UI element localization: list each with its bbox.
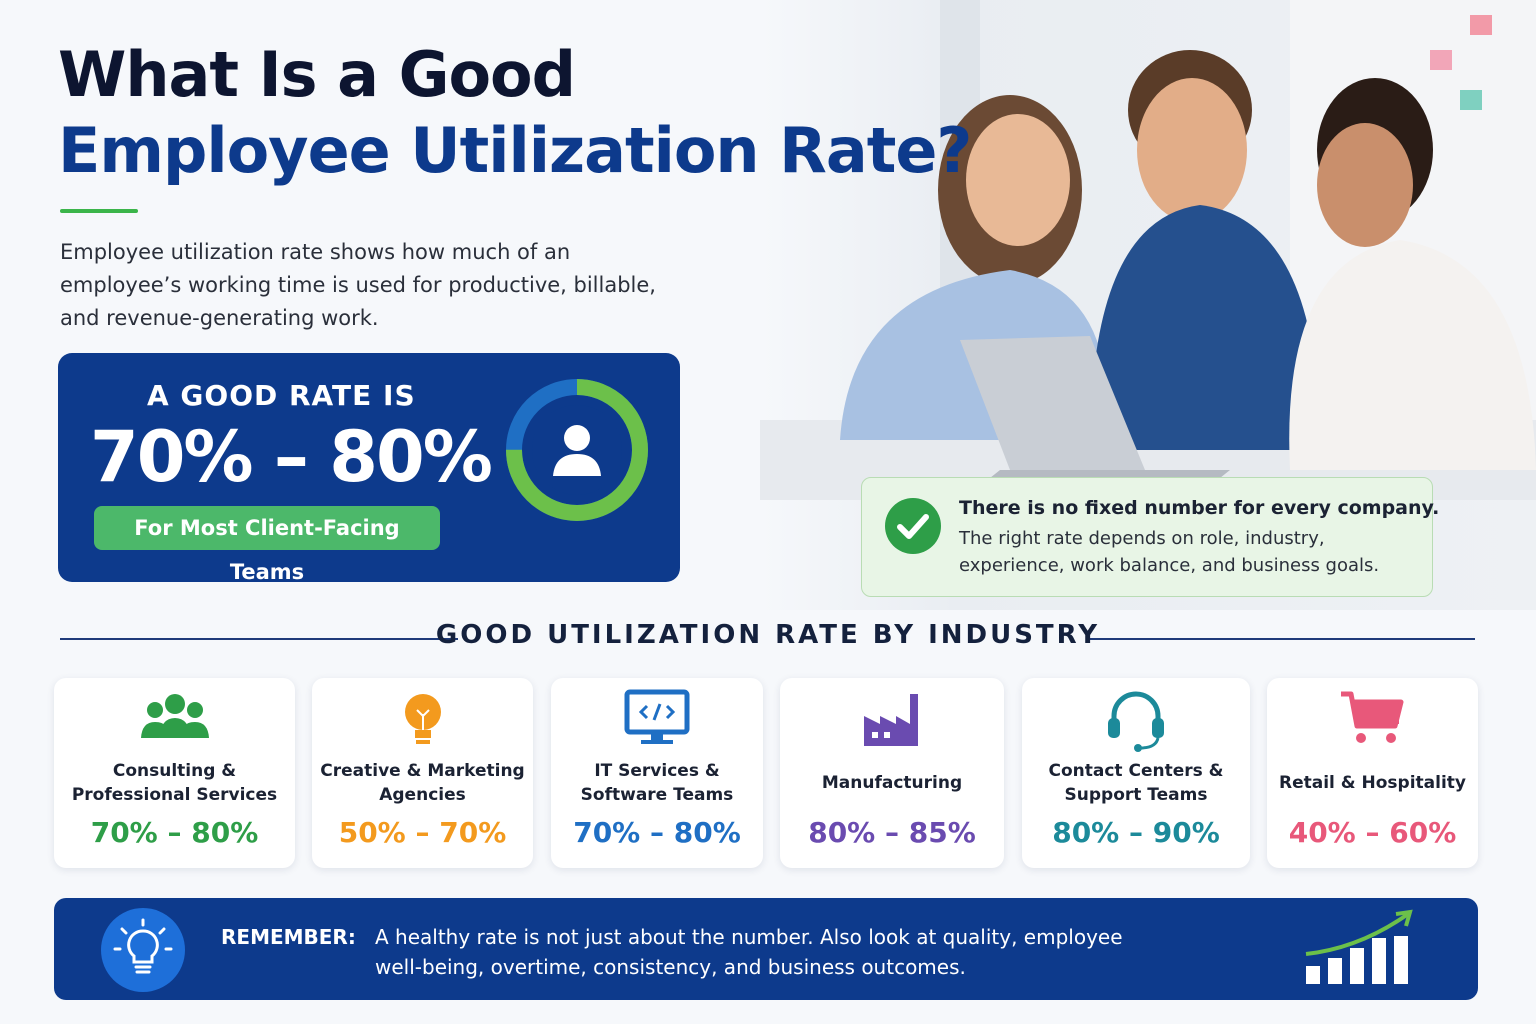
icon-shape [158,718,191,738]
icon-shape [638,703,676,721]
industry-icon [864,694,918,746]
laptop [960,336,1145,470]
laptop-base [990,470,1230,478]
shirt [1289,240,1536,470]
team-photo [760,0,1536,610]
highlight-label: A GOOD RATE IS [147,379,416,412]
section-title: GOOD UTILIZATION RATE BY INDUSTRY [435,620,1101,650]
icon-shape [1355,733,1366,743]
title: What Is a Good [58,38,576,111]
industry-icon [1108,691,1164,752]
icon-shape [641,740,673,744]
industry-range: 50% – 70% [338,816,507,849]
icon-shape [415,709,430,730]
icon-shape [404,694,441,730]
donut-arc [506,379,648,521]
icon-shape [872,732,878,738]
remember-text: A healthy rate is not just about the num… [375,925,1123,979]
industry-card: IT Services & Software Teams 70% – 80% [551,678,763,868]
bulb-icon [101,908,185,992]
industry-range: 40% – 60% [1288,816,1457,849]
remember-label: REMEMBER: [221,925,356,949]
shirt [1090,205,1320,450]
industry-name: Creative & Marketing Agencies [320,761,525,805]
section-rule [1088,638,1475,640]
person-body [553,454,601,476]
icon-shape [140,722,165,738]
industry-range: 80% – 90% [1052,816,1220,849]
icon-shape [164,694,185,714]
icon-shape [884,732,890,738]
growth-arrow [1305,912,1410,956]
note-body: The right rate depends on role, industry… [959,528,1380,576]
sticky-note [1460,90,1482,110]
industry-icon [140,694,209,738]
face [1137,78,1247,222]
icon-shape [1152,718,1164,738]
industry-name: Manufacturing [821,773,963,793]
icon-shape [415,740,430,744]
icon-shape [864,694,918,746]
industry-card: Retail & Hospitality 40% – 60% [1267,678,1478,868]
bulb [127,929,159,964]
note-title: There is no fixed number for every compa… [959,497,1440,519]
title: Employee Utilization Rate? [58,114,972,187]
icon-shape [146,702,163,718]
icon-shape [1354,702,1399,724]
industry-icon [624,689,690,744]
face [966,114,1070,246]
remember-bar [54,898,1478,1000]
growth-bar [1350,948,1364,984]
growth-bar [1394,936,1408,984]
sticky-note [1430,50,1452,70]
check-icon [885,498,941,554]
industry-icon [1340,691,1403,743]
face [1317,123,1413,247]
growth-bar [1306,966,1320,984]
growth-arrowhead [1395,909,1413,927]
check-mark [897,514,929,539]
icon-shape [651,732,663,740]
industry-card: Contact Centers & Support Teams 80% – 90% [1022,678,1250,868]
icon-shape [414,730,431,738]
icon-shape [184,722,209,738]
industry-name: IT Services & Software Teams [580,761,734,805]
highlight-badge: For Most Client-Facing Teams [94,506,440,584]
title-underline [60,209,138,213]
growth-bar [1372,938,1386,984]
icon-shape [1111,691,1161,722]
industry-range: 70% – 80% [573,816,741,849]
industry-card: Manufacturing 80% – 85% [780,678,1004,868]
icon-shape [1139,737,1160,750]
icon-shape [186,702,203,718]
bulb-rays [113,918,173,974]
sticky-note [1470,15,1492,35]
growth-icon [1305,909,1413,984]
donut-icon [506,379,648,521]
person-head [564,425,590,451]
industry-name: Retail & Hospitality [1278,773,1467,793]
industry-card: Creative & Marketing Agencies 50% – 70% [312,678,533,868]
check-circle [885,498,941,554]
growth-bar [1328,958,1342,984]
icon-shape [1134,744,1142,752]
industry-card: Consulting & Professional Services 70% – … [54,678,295,868]
industry-range: 80% – 85% [808,816,976,849]
industry-name: Contact Centers & Support Teams [1048,761,1224,805]
industry-name: Consulting & Professional Services [71,761,278,805]
section-rule [60,638,458,640]
industry-icon [404,694,441,744]
highlight-range: 70% – 80% [90,416,493,498]
icon-shape [1385,733,1396,743]
icon-shape [1108,718,1120,738]
note-box [861,477,1433,597]
intro: Employee utilization rate shows how much… [60,240,656,330]
industry-range: 70% – 80% [90,816,259,849]
